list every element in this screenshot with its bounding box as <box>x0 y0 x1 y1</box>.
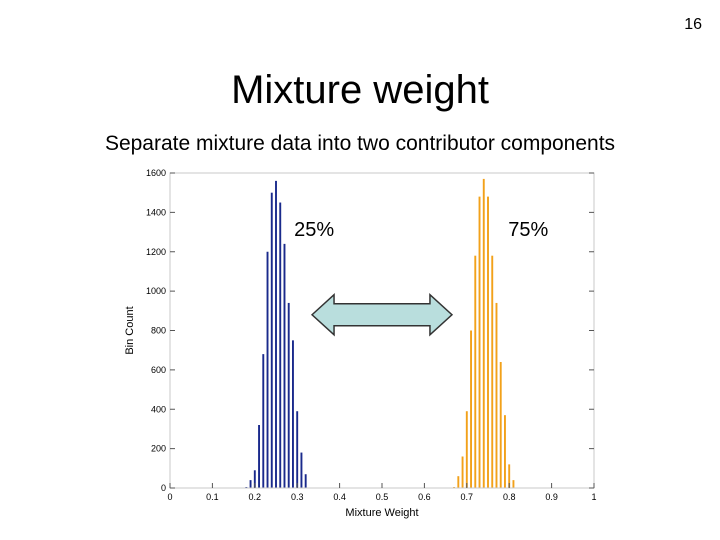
histogram-bar <box>487 196 489 488</box>
y-tick-label: 1600 <box>146 168 166 178</box>
y-axis-label: Bin Count <box>124 306 136 354</box>
histogram-bar <box>300 452 303 488</box>
histogram-bar <box>279 202 282 488</box>
annotation-25-percent: 25% <box>294 219 334 241</box>
x-tick-label: 0.6 <box>418 492 431 502</box>
histogram-bar <box>283 243 286 488</box>
series-a-bars <box>245 180 307 488</box>
histogram-bar <box>470 330 472 488</box>
slide-title: Mixture weight <box>231 68 489 112</box>
annotation-75-percent: 75% <box>508 219 548 241</box>
x-tick-label: 0.1 <box>206 492 219 502</box>
series-b-bars <box>453 178 515 488</box>
histogram-bar <box>304 474 307 488</box>
y-tick-label: 0 <box>161 483 166 493</box>
slide-subtitle: Separate mixture data into two contribut… <box>104 132 616 155</box>
x-axis-label: Mixture Weight <box>345 507 418 519</box>
x-tick-label: 0.4 <box>333 492 346 502</box>
histogram-bar <box>478 196 481 488</box>
y-tick-label: 1400 <box>146 207 166 217</box>
y-tick-label: 200 <box>151 444 166 454</box>
histogram-bar <box>266 251 269 488</box>
x-tick-label: 0.9 <box>545 492 558 502</box>
x-tick-label: 0 <box>167 492 172 502</box>
histogram-bar <box>270 192 273 488</box>
x-tick-label: 1 <box>591 492 596 502</box>
histogram-bar <box>512 480 515 488</box>
histogram-bar <box>508 464 511 488</box>
histogram-bar <box>474 255 477 488</box>
y-tick-label: 600 <box>151 365 166 375</box>
x-tick-label: 0.8 <box>503 492 516 502</box>
histogram-bar <box>253 470 256 488</box>
histogram-bar <box>482 178 485 488</box>
y-axis-ticks: 0 200 400 600 800 1000 1200 1400 1600 <box>146 168 594 493</box>
x-tick-label: 0.2 <box>249 492 262 502</box>
histogram-bar <box>504 415 506 488</box>
histogram-bar <box>287 302 290 488</box>
histogram-bar <box>491 255 494 488</box>
y-tick-label: 400 <box>151 404 166 414</box>
y-tick-label: 800 <box>151 326 166 336</box>
x-axis-ticks: 0 0.1 0.2 0.3 0.4 0.5 0.6 0.7 0.8 0.9 1 <box>167 483 597 502</box>
y-tick-label: 1200 <box>146 247 166 257</box>
slide-number: 16 <box>684 16 702 33</box>
histogram-bar <box>457 476 460 488</box>
histogram-bar <box>249 480 252 488</box>
x-tick-label: 0.5 <box>376 492 389 502</box>
histogram-bar <box>499 362 502 488</box>
double-arrow <box>310 293 454 337</box>
histogram-bar <box>296 411 299 488</box>
histogram-bar <box>495 302 498 488</box>
histogram-bar <box>275 180 277 488</box>
histogram-bar <box>465 411 468 488</box>
histogram-bar <box>262 354 265 488</box>
histogram-bar <box>292 340 294 488</box>
histogram-bar <box>258 425 260 488</box>
x-tick-label: 0.7 <box>461 492 474 502</box>
histogram-bar <box>461 456 464 488</box>
y-tick-label: 1000 <box>146 286 166 296</box>
x-tick-label: 0.3 <box>291 492 304 502</box>
